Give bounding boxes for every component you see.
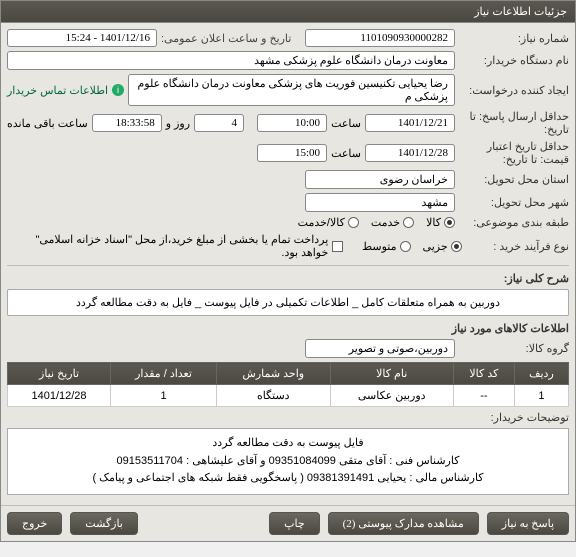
process-label: نوع فرآیند خرید : — [466, 240, 569, 253]
category-group: کالا خدمت کالا/خدمت — [298, 216, 455, 229]
desc-value: دوربین به همراه متعلقات کامل _ اطلاعات ت… — [7, 289, 569, 316]
th-unit: واحد شمارش — [216, 363, 330, 385]
cell-date: 1401/12/28 — [8, 385, 111, 407]
separator-1 — [7, 265, 569, 266]
back-button[interactable]: بازگشت — [70, 512, 138, 535]
notes-line-1: فایل پیوست به دقت مطالعه گردد — [18, 435, 558, 453]
valid-date: 1401/12/28 — [365, 144, 455, 162]
buyer-notes-label: توضیحات خریدار: — [459, 411, 569, 424]
th-date: تاریخ نیاز — [8, 363, 111, 385]
category-label: طبقه بندی موضوعی: — [459, 216, 569, 229]
deadline-date: 1401/12/21 — [365, 114, 455, 132]
cell-code: -- — [453, 385, 514, 407]
deadline-time: 10:00 — [257, 114, 327, 132]
th-code: کد کالا — [453, 363, 514, 385]
pay-note: پرداخت تمام یا بخشی از مبلغ خرید،از محل … — [7, 233, 328, 259]
th-qty: تعداد / مقدار — [111, 363, 217, 385]
notes-line-2: کارشناس فنی : آقای متقی 09351084099 و آق… — [18, 453, 558, 471]
contact-link[interactable]: اطلاعات تماس خریدار — [7, 84, 108, 97]
items-table: ردیف کد کالا نام کالا واحد شمارش تعداد /… — [7, 362, 569, 407]
info-icon[interactable]: i — [112, 84, 124, 96]
button-bar: پاسخ به نیاز مشاهده مدارک پیوستی (2) چاپ… — [1, 505, 575, 541]
req-no-label: شماره نیاز: — [459, 32, 569, 45]
desc-label: شرح کلی نیاز: — [459, 272, 569, 285]
pub-value: 1401/12/16 - 15:24 — [7, 29, 157, 47]
th-name: نام کالا — [330, 363, 453, 385]
reply-button[interactable]: پاسخ به نیاز — [487, 512, 569, 535]
days-label: روز و — [166, 117, 190, 130]
city-label: شهر محل تحویل: — [459, 196, 569, 209]
treasury-checkbox[interactable] — [332, 241, 342, 252]
print-button[interactable]: چاپ — [269, 512, 320, 535]
process-group: جزیی متوسط — [362, 240, 462, 253]
req-no-value: 1101090930000282 — [305, 29, 455, 47]
creator-label: ایجاد کننده درخواست: — [459, 84, 569, 97]
table-row[interactable]: 1 -- دوربین عکاسی دستگاه 1 1401/12/28 — [8, 385, 569, 407]
radio-service-label: خدمت — [371, 216, 400, 229]
notes-line-3: کارشناس مالی : یحیایی 09381391491 ( پاسخ… — [18, 470, 558, 488]
city-value: مشهد — [305, 193, 455, 212]
time-label-1: ساعت — [331, 117, 361, 130]
province-value: خراسان رضوی — [305, 170, 455, 189]
radio-both[interactable] — [348, 217, 359, 228]
panel-title: جزئیات اطلاعات نیاز — [1, 1, 575, 23]
cell-unit: دستگاه — [216, 385, 330, 407]
valid-label: حداقل تاریخ اعتبار قیمت: تا تاریخ: — [459, 140, 569, 166]
radio-goods[interactable] — [444, 217, 455, 228]
group-label: گروه کالا: — [459, 342, 569, 355]
valid-time: 15:00 — [257, 144, 327, 162]
radio-mid-label: متوسط — [362, 240, 397, 253]
radio-goods-label: کالا — [426, 216, 441, 229]
cell-qty: 1 — [111, 385, 217, 407]
province-label: استان محل تحویل: — [459, 173, 569, 186]
details-panel: جزئیات اطلاعات نیاز شماره نیاز: 11010909… — [0, 0, 576, 542]
days-value: 4 — [194, 114, 244, 132]
radio-both-label: کالا/خدمت — [298, 216, 345, 229]
th-row: ردیف — [514, 363, 568, 385]
deadline-label: حداقل ارسال پاسخ: تا تاریخ: — [459, 110, 569, 136]
group-value: دوربین،صوتی و تصویر — [305, 339, 455, 358]
radio-low-label: جزیی — [423, 240, 448, 253]
exit-button[interactable]: خروج — [7, 512, 62, 535]
cell-name: دوربین عکاسی — [330, 385, 453, 407]
time-label-2: ساعت — [331, 147, 361, 160]
creator-value: رضا یحیایی تکنیسین فوریت های پزشکی معاون… — [128, 74, 455, 106]
buyer-notes: فایل پیوست به دقت مطالعه گردد کارشناس فن… — [7, 428, 569, 495]
buyer-value: معاونت درمان دانشگاه علوم پزشکی مشهد — [7, 51, 455, 70]
items-title: اطلاعات کالاهای مورد نیاز — [7, 322, 569, 335]
cell-idx: 1 — [514, 385, 568, 407]
radio-mid[interactable] — [400, 241, 411, 252]
remain-label: ساعت باقی مانده — [7, 117, 88, 130]
attachments-button[interactable]: مشاهده مدارک پیوستی (2) — [328, 512, 479, 535]
pub-label: تاریخ و ساعت اعلان عمومی: — [161, 32, 291, 45]
remain-time: 18:33:58 — [92, 114, 162, 132]
panel-body: شماره نیاز: 1101090930000282 تاریخ و ساع… — [1, 23, 575, 505]
radio-low[interactable] — [451, 241, 462, 252]
buyer-label: نام دستگاه خریدار: — [459, 54, 569, 67]
radio-service[interactable] — [403, 217, 414, 228]
